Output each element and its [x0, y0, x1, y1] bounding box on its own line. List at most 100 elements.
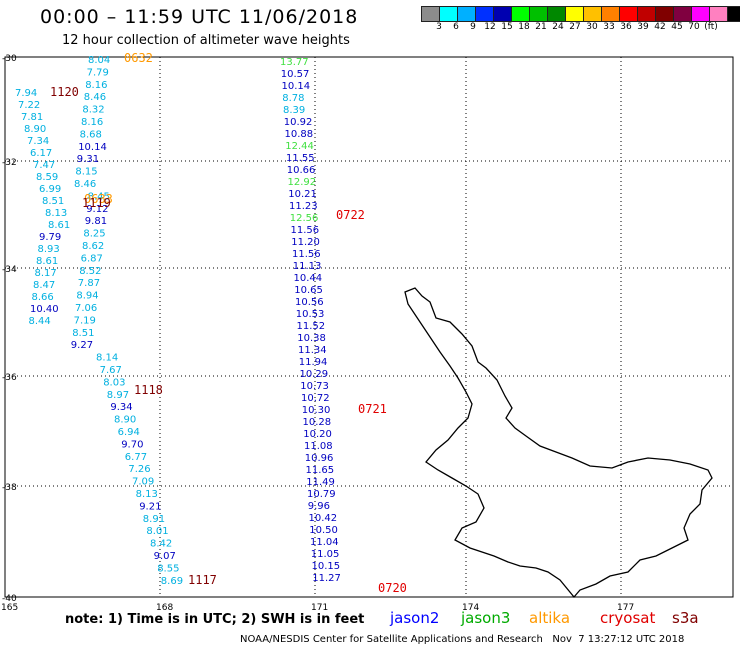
north-island-coastline: [404, 287, 713, 599]
wave-height-value: 10.28: [303, 417, 332, 428]
altimeter-tracks: 8.047.798.168.468.328.168.6810.149.318.1…: [15, 51, 407, 595]
pass-time-label: 1119: [82, 196, 111, 210]
pass-time-label: 0633: [84, 192, 113, 206]
wave-height-value: 8.61: [36, 256, 58, 267]
scale-label: 70: [688, 22, 700, 32]
wave-height-value: 8.32: [82, 105, 104, 116]
wave-height-value: 8.62: [82, 241, 104, 252]
wave-height-value: 8.68: [80, 129, 102, 140]
wave-height-value: 11.56: [292, 249, 321, 260]
wave-height-value: 11.23: [289, 201, 318, 212]
wave-height-value: 10.79: [307, 489, 336, 500]
wave-height-value: 8.16: [85, 80, 107, 91]
wave-height-value: 8.04: [88, 55, 110, 66]
pass-time-label: 1118: [134, 383, 163, 397]
wave-height-value: 8.13: [45, 208, 67, 219]
scale-label: 6: [453, 22, 459, 32]
wave-height-value: 11.20: [291, 237, 320, 248]
wave-height-value: 7.79: [87, 67, 109, 78]
wave-height-value: 7.09: [132, 477, 154, 488]
wave-height-value: 8.39: [283, 105, 305, 116]
longitude-tick-label: 177: [617, 603, 634, 613]
wave-height-value: 11.27: [312, 573, 341, 584]
scale-label: 42: [654, 22, 666, 32]
wave-height-value: 7.67: [100, 365, 122, 376]
wave-height-value: 8.55: [157, 563, 179, 574]
latitude-tick-label: -38: [2, 483, 17, 493]
wave-height-value: 7.94: [15, 88, 37, 99]
wave-height-value: 7.22: [18, 100, 40, 111]
wave-height-value: 9.34: [110, 402, 132, 413]
legend-altika: altika: [529, 609, 571, 627]
scale-label: 18: [518, 22, 530, 32]
wave-height-value: 8.13: [136, 489, 158, 500]
wave-height-value: 10.38: [297, 333, 326, 344]
wave-height-value: 8.52: [79, 266, 101, 277]
wave-height-value: 10.14: [282, 81, 311, 92]
scale-label: 36: [620, 22, 632, 32]
wave-height-value: 8.46: [74, 179, 96, 190]
wave-height-value: 10.57: [281, 69, 310, 80]
scale-label: 12: [484, 22, 496, 32]
pass-time-label: 0721: [358, 402, 387, 416]
wave-height-value: 11.34: [298, 345, 327, 356]
wave-height-value: 6.87: [81, 253, 103, 264]
wave-height-value: 11.05: [311, 549, 340, 560]
latitude-tick-label: -30: [2, 54, 17, 64]
wave-height-value: 6.94: [118, 427, 140, 438]
wave-height-value: 8.44: [29, 316, 51, 327]
wave-height-value: 8.59: [36, 172, 58, 183]
longitude-tick-label: 174: [462, 603, 479, 613]
wave-height-value: 8.01: [146, 526, 168, 537]
wave-height-value: 8.46: [84, 92, 106, 103]
latitude-tick-label: -36: [2, 373, 17, 383]
wave-height-value: 8.91: [143, 514, 165, 525]
legend-cryosat: cryosat: [600, 609, 656, 627]
wave-height-value: 10.53: [296, 309, 325, 320]
wave-height-value: 8.51: [72, 328, 94, 339]
wave-height-value: 11.49: [306, 477, 335, 488]
scale-label: 9: [470, 22, 476, 32]
credit-line: NOAA/NESDIS Center for Satellite Applica…: [240, 634, 685, 645]
wave-height-value: 8.51: [42, 196, 64, 207]
wave-height-value: 8.17: [35, 268, 57, 279]
scale-label: 3: [436, 22, 442, 32]
scale-label: 39: [637, 22, 649, 32]
longitude-tick-label: 168: [156, 603, 173, 613]
latitude-tick-label: -34: [2, 265, 17, 275]
wave-height-value: 7.26: [128, 464, 150, 475]
wave-height-value: 13.77: [280, 57, 309, 68]
wave-height-value: 10.50: [309, 525, 338, 536]
wave-height-value: 11.56: [291, 225, 320, 236]
wave-height-value: 8.16: [81, 117, 103, 128]
scale-label: 30: [586, 22, 598, 32]
wave-height-value: 8.78: [282, 93, 304, 104]
wave-height-value: 6.17: [30, 148, 52, 159]
wave-height-value: 9.79: [39, 232, 61, 243]
legend-s3a: s3a: [672, 609, 699, 627]
wave-height-value: 6.99: [39, 184, 61, 195]
wave-height-value: 11.52: [297, 321, 326, 332]
scale-swatch: [727, 6, 740, 22]
wave-height-value: 7.34: [27, 136, 49, 147]
wave-height-value: 12.56: [290, 213, 319, 224]
wave-height-value: 10.44: [294, 273, 323, 284]
wave-height-value: 7.87: [78, 278, 100, 289]
wave-height-value: 8.61: [48, 220, 70, 231]
wave-height-value: 6.77: [125, 452, 147, 463]
wave-height-value: 12.44: [285, 141, 314, 152]
wave-height-value: 10.20: [303, 429, 332, 440]
wave-height-value: 11.94: [299, 357, 328, 368]
wave-height-value: 10.88: [285, 129, 314, 140]
wave-height-value: 12.92: [288, 177, 317, 188]
wave-height-value: 8.25: [83, 229, 105, 240]
longitude-tick-label: 165: [1, 603, 18, 613]
wave-height-value: 11.55: [286, 153, 315, 164]
wave-height-value: 11.04: [310, 537, 339, 548]
wave-height-value: 9.07: [154, 551, 176, 562]
wave-height-value: 9.96: [308, 501, 330, 512]
wave-height-value: 8.93: [38, 244, 60, 255]
scale-label: 27: [569, 22, 581, 32]
wave-height-value: 11.13: [293, 261, 322, 272]
